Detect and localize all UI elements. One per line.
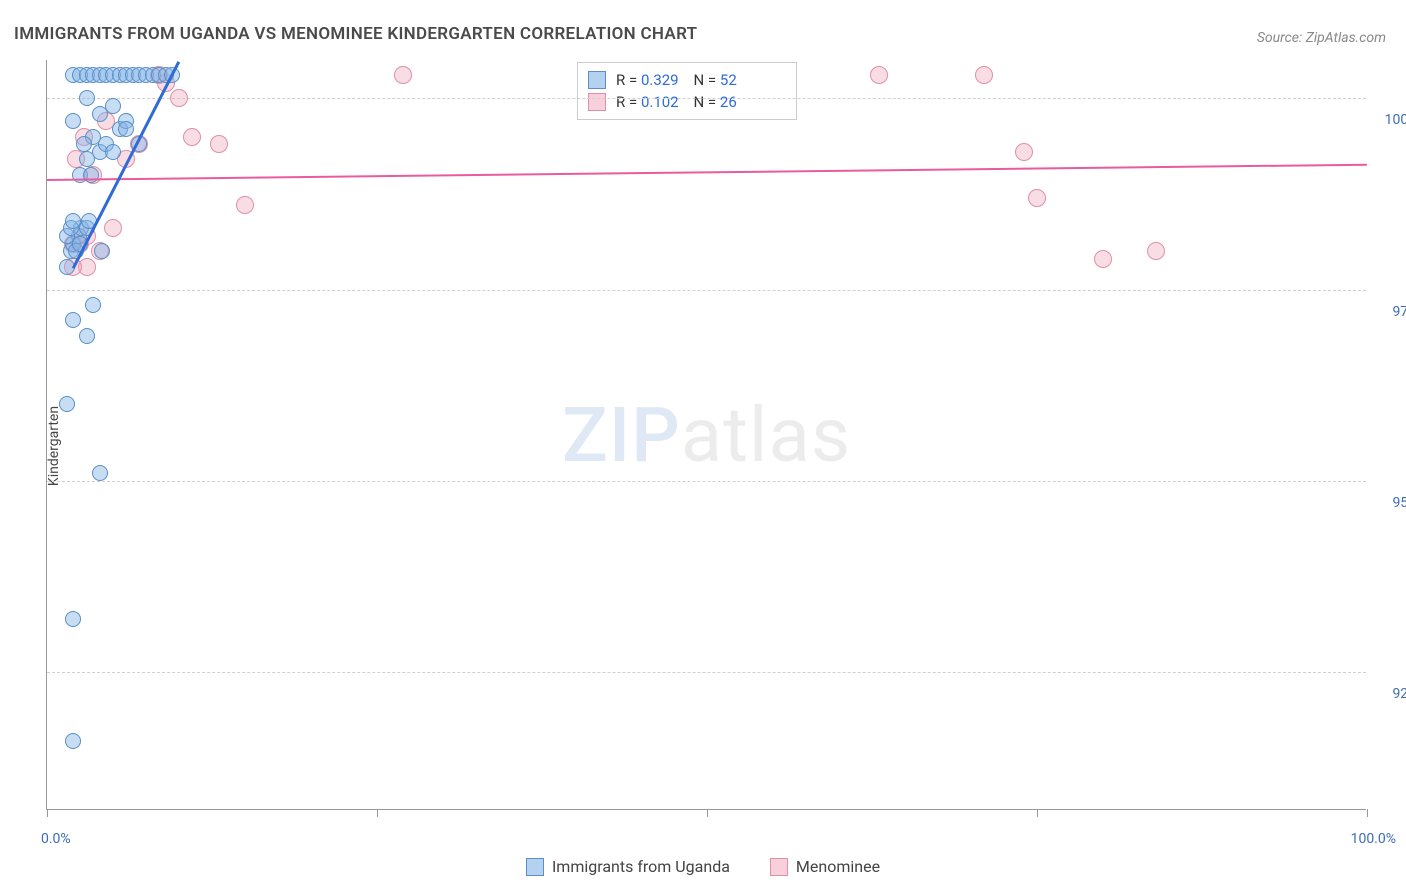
data-point <box>104 219 122 237</box>
r-label: R = <box>616 71 637 89</box>
data-point <box>92 465 108 481</box>
gridline <box>47 98 1366 99</box>
legend-label: Menominee <box>796 857 880 876</box>
stats-text: R = 0.329 N = 52 <box>616 71 737 89</box>
watermark-part2: atlas <box>681 390 851 480</box>
stats-text: R = 0.102 N = 26 <box>616 93 737 111</box>
data-point <box>118 121 134 137</box>
data-point <box>79 90 95 106</box>
swatch-pink-icon <box>588 93 606 111</box>
n-label: N = <box>694 71 717 89</box>
data-point <box>210 135 228 153</box>
data-point <box>65 733 81 749</box>
data-point <box>105 98 121 114</box>
y-tick-label: 92.5% <box>1370 686 1406 702</box>
legend-item-blue: Immigrants from Uganda <box>526 857 730 876</box>
n-value: 26 <box>720 93 737 111</box>
data-point <box>170 89 188 107</box>
data-point <box>1028 189 1046 207</box>
data-point <box>79 328 95 344</box>
data-point <box>65 312 81 328</box>
data-point <box>1094 250 1112 268</box>
data-point <box>183 128 201 146</box>
y-tick-label: 95.0% <box>1370 495 1406 511</box>
r-label: R = <box>616 93 637 111</box>
source-attribution: Source: ZipAtlas.com <box>1257 30 1386 46</box>
gridline <box>47 290 1366 291</box>
x-tick-label-left: 0.0% <box>41 831 71 847</box>
series-legend: Immigrants from Uganda Menominee <box>0 857 1406 876</box>
y-tick-label: 100.0% <box>1370 112 1406 128</box>
legend-item-pink: Menominee <box>770 857 880 876</box>
x-tick <box>1367 809 1368 817</box>
correlation-stats-legend: R = 0.329 N = 52 R = 0.102 N = 26 <box>577 62 797 120</box>
data-point <box>76 136 92 152</box>
data-point <box>59 396 75 412</box>
watermark-part1: ZIP <box>562 390 681 480</box>
data-point <box>65 611 81 627</box>
trend-line <box>47 163 1367 180</box>
swatch-pink-icon <box>770 858 788 876</box>
legend-label: Immigrants from Uganda <box>552 857 730 876</box>
data-point <box>1015 143 1033 161</box>
swatch-blue-icon <box>526 858 544 876</box>
stats-row-blue: R = 0.329 N = 52 <box>588 69 786 91</box>
data-point <box>105 144 121 160</box>
gridline <box>47 481 1366 482</box>
stats-row-pink: R = 0.102 N = 26 <box>588 91 786 113</box>
x-tick <box>1037 809 1038 817</box>
data-point <box>94 243 110 259</box>
y-tick-label: 97.5% <box>1370 304 1406 320</box>
r-value: 0.329 <box>641 71 679 89</box>
data-point <box>65 113 81 129</box>
x-tick <box>707 809 708 817</box>
x-tick <box>47 809 48 817</box>
r-value: 0.102 <box>641 93 679 111</box>
data-point <box>975 66 993 84</box>
swatch-blue-icon <box>588 71 606 89</box>
n-value: 52 <box>720 71 737 89</box>
data-point <box>394 66 412 84</box>
x-tick-label-right: 100.0% <box>1351 831 1396 847</box>
x-tick <box>377 809 378 817</box>
data-point <box>236 196 254 214</box>
scatter-plot-area: ZIPatlas R = 0.329 N = 52 R = 0.102 N = … <box>46 60 1366 810</box>
data-point <box>870 66 888 84</box>
gridline <box>47 672 1366 673</box>
data-point <box>1147 242 1165 260</box>
data-point <box>85 297 101 313</box>
watermark: ZIPatlas <box>562 390 851 480</box>
chart-title: IMMIGRANTS FROM UGANDA VS MENOMINEE KIND… <box>14 24 697 44</box>
n-label: N = <box>694 93 717 111</box>
